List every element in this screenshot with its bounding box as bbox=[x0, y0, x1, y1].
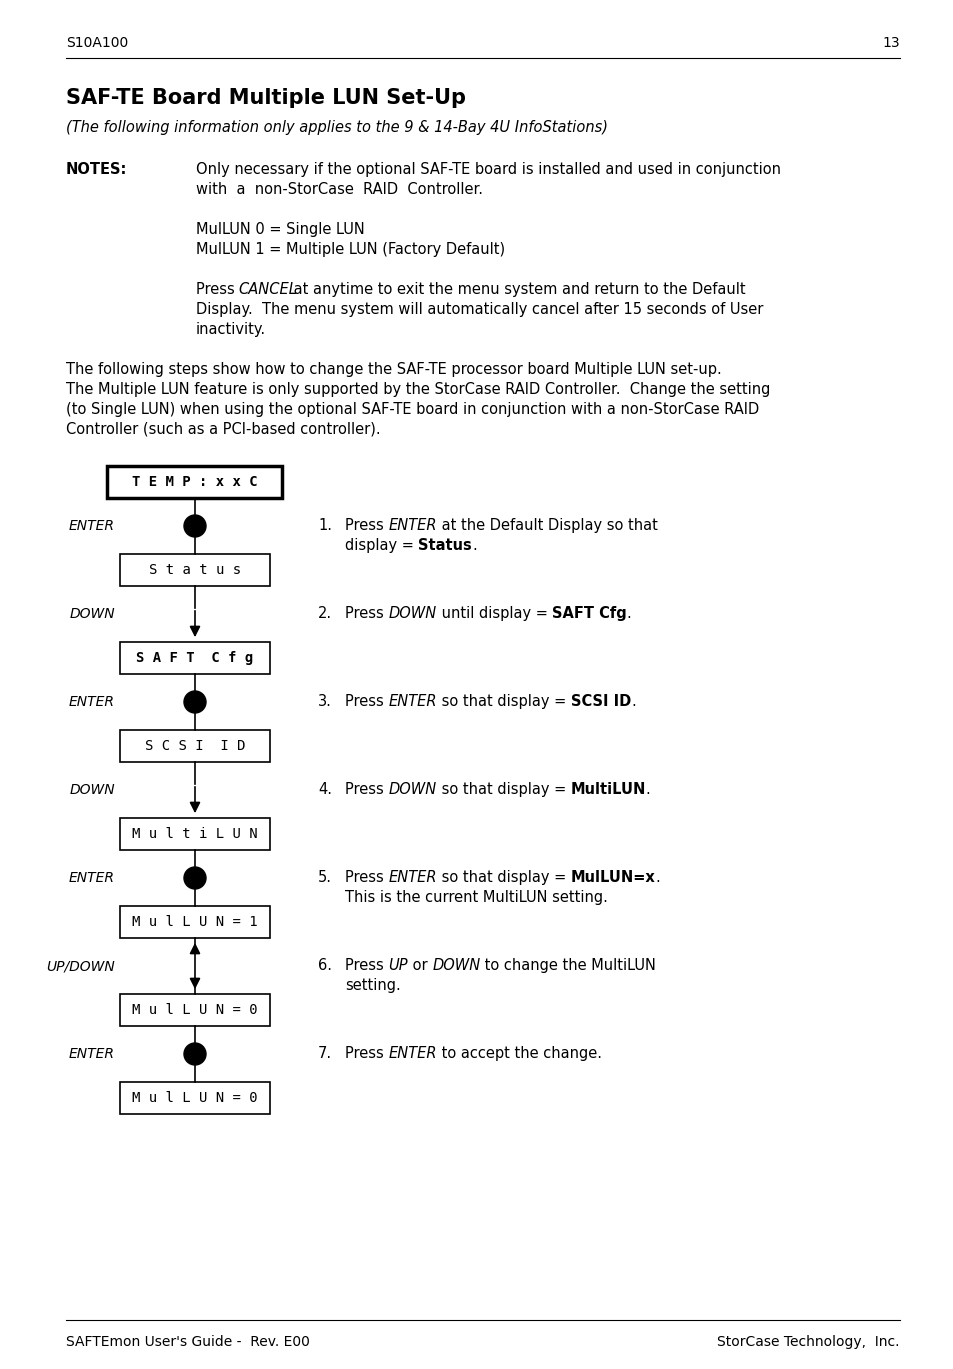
Text: with  a  non-StorCase  RAID  Controller.: with a non-StorCase RAID Controller. bbox=[195, 182, 482, 197]
Text: Press: Press bbox=[195, 282, 239, 297]
Text: Press: Press bbox=[345, 694, 388, 709]
Text: Status: Status bbox=[418, 538, 472, 553]
Text: CANCEL: CANCEL bbox=[237, 282, 296, 297]
Text: 2.: 2. bbox=[317, 606, 332, 622]
Text: (to Single LUN) when using the optional SAF-TE board in conjunction with a non-S: (to Single LUN) when using the optional … bbox=[66, 402, 759, 418]
Text: to accept the change.: to accept the change. bbox=[436, 1046, 601, 1061]
Text: ENTER: ENTER bbox=[69, 519, 115, 533]
Text: S t a t u s: S t a t u s bbox=[149, 563, 241, 576]
Text: Press: Press bbox=[345, 1046, 388, 1061]
Bar bbox=[120, 554, 270, 586]
Bar bbox=[120, 819, 270, 850]
Text: MulLUN=x: MulLUN=x bbox=[570, 871, 655, 884]
Text: 5.: 5. bbox=[317, 871, 332, 884]
Text: MultiLUN: MultiLUN bbox=[570, 782, 645, 797]
Text: ENTER: ENTER bbox=[388, 1046, 436, 1061]
Text: setting.: setting. bbox=[345, 977, 400, 993]
Text: .: . bbox=[472, 538, 476, 553]
Text: Press: Press bbox=[345, 958, 388, 973]
Text: ENTER: ENTER bbox=[388, 517, 436, 533]
Bar bbox=[120, 730, 270, 763]
Text: StorCase Technology,  Inc.: StorCase Technology, Inc. bbox=[717, 1335, 899, 1348]
Text: Press: Press bbox=[345, 782, 388, 797]
Text: M u l L U N = 1: M u l L U N = 1 bbox=[132, 914, 257, 930]
Text: Press: Press bbox=[345, 517, 388, 533]
Text: S A F T  C f g: S A F T C f g bbox=[136, 652, 253, 665]
Circle shape bbox=[184, 691, 206, 713]
Text: Press: Press bbox=[345, 871, 388, 884]
Bar bbox=[120, 994, 270, 1025]
Text: so that display =: so that display = bbox=[436, 694, 570, 709]
Text: DOWN: DOWN bbox=[70, 783, 115, 797]
Text: S C S I  I D: S C S I I D bbox=[145, 739, 245, 753]
Text: ENTER: ENTER bbox=[388, 871, 436, 884]
Text: Controller (such as a PCI-based controller).: Controller (such as a PCI-based controll… bbox=[66, 422, 380, 437]
Text: until display =: until display = bbox=[436, 606, 552, 622]
Text: ENTER: ENTER bbox=[69, 1047, 115, 1061]
Text: so that display =: so that display = bbox=[436, 871, 570, 884]
Text: DOWN: DOWN bbox=[70, 606, 115, 622]
Circle shape bbox=[184, 1043, 206, 1065]
Text: SCSI ID: SCSI ID bbox=[570, 694, 630, 709]
Text: .: . bbox=[626, 606, 631, 622]
Text: ENTER: ENTER bbox=[69, 871, 115, 884]
Text: S10A100: S10A100 bbox=[66, 36, 128, 51]
Text: display =: display = bbox=[345, 538, 418, 553]
Text: 3.: 3. bbox=[317, 694, 332, 709]
Bar bbox=[120, 906, 270, 938]
Bar bbox=[120, 642, 270, 674]
Text: SAFTEmon User's Guide -  Rev. E00: SAFTEmon User's Guide - Rev. E00 bbox=[66, 1335, 310, 1348]
Text: 4.: 4. bbox=[317, 782, 332, 797]
Bar bbox=[108, 465, 282, 498]
Text: DOWN: DOWN bbox=[388, 782, 436, 797]
Text: so that display =: so that display = bbox=[436, 782, 570, 797]
Text: 1.: 1. bbox=[317, 517, 332, 533]
Bar bbox=[120, 1082, 270, 1114]
Text: Only necessary if the optional SAF-TE board is installed and used in conjunction: Only necessary if the optional SAF-TE bo… bbox=[195, 162, 781, 177]
Text: MulLUN 0 = Single LUN: MulLUN 0 = Single LUN bbox=[195, 222, 364, 237]
Text: Press: Press bbox=[345, 606, 388, 622]
Text: M u l t i L U N: M u l t i L U N bbox=[132, 827, 257, 841]
Text: NOTES:: NOTES: bbox=[66, 162, 128, 177]
Circle shape bbox=[184, 867, 206, 888]
Text: (The following information only applies to the 9 & 14-Bay 4U InfoStations): (The following information only applies … bbox=[66, 120, 607, 136]
Text: DOWN: DOWN bbox=[388, 606, 436, 622]
Text: DOWN: DOWN bbox=[432, 958, 480, 973]
Text: ENTER: ENTER bbox=[69, 695, 115, 709]
Text: M u l L U N = 0: M u l L U N = 0 bbox=[132, 1003, 257, 1017]
Text: MulLUN 1 = Multiple LUN (Factory Default): MulLUN 1 = Multiple LUN (Factory Default… bbox=[195, 242, 504, 257]
Text: 6.: 6. bbox=[317, 958, 332, 973]
Text: 7.: 7. bbox=[317, 1046, 332, 1061]
Text: The Multiple LUN feature is only supported by the StorCase RAID Controller.  Cha: The Multiple LUN feature is only support… bbox=[66, 382, 770, 397]
Text: SAF-TE Board Multiple LUN Set-Up: SAF-TE Board Multiple LUN Set-Up bbox=[66, 88, 465, 108]
Text: UP/DOWN: UP/DOWN bbox=[46, 960, 115, 973]
Text: SAFT Cfg: SAFT Cfg bbox=[552, 606, 626, 622]
Text: 13: 13 bbox=[882, 36, 899, 51]
Text: to change the MultiLUN: to change the MultiLUN bbox=[480, 958, 656, 973]
Text: or: or bbox=[408, 958, 432, 973]
Text: This is the current MultiLUN setting.: This is the current MultiLUN setting. bbox=[345, 890, 607, 905]
Text: at anytime to exit the menu system and return to the Default: at anytime to exit the menu system and r… bbox=[289, 282, 745, 297]
Text: inactivity.: inactivity. bbox=[195, 322, 266, 337]
Text: .: . bbox=[655, 871, 659, 884]
Text: Display.  The menu system will automatically cancel after 15 seconds of User: Display. The menu system will automatica… bbox=[195, 303, 762, 318]
Text: at the Default Display so that: at the Default Display so that bbox=[436, 517, 657, 533]
Text: UP: UP bbox=[388, 958, 408, 973]
Text: M u l L U N = 0: M u l L U N = 0 bbox=[132, 1091, 257, 1105]
Text: ENTER: ENTER bbox=[388, 694, 436, 709]
Text: The following steps show how to change the SAF-TE processor board Multiple LUN s: The following steps show how to change t… bbox=[66, 361, 721, 376]
Circle shape bbox=[184, 515, 206, 537]
Text: .: . bbox=[630, 694, 635, 709]
Text: .: . bbox=[645, 782, 650, 797]
Text: T E M P : x x C: T E M P : x x C bbox=[132, 475, 257, 489]
